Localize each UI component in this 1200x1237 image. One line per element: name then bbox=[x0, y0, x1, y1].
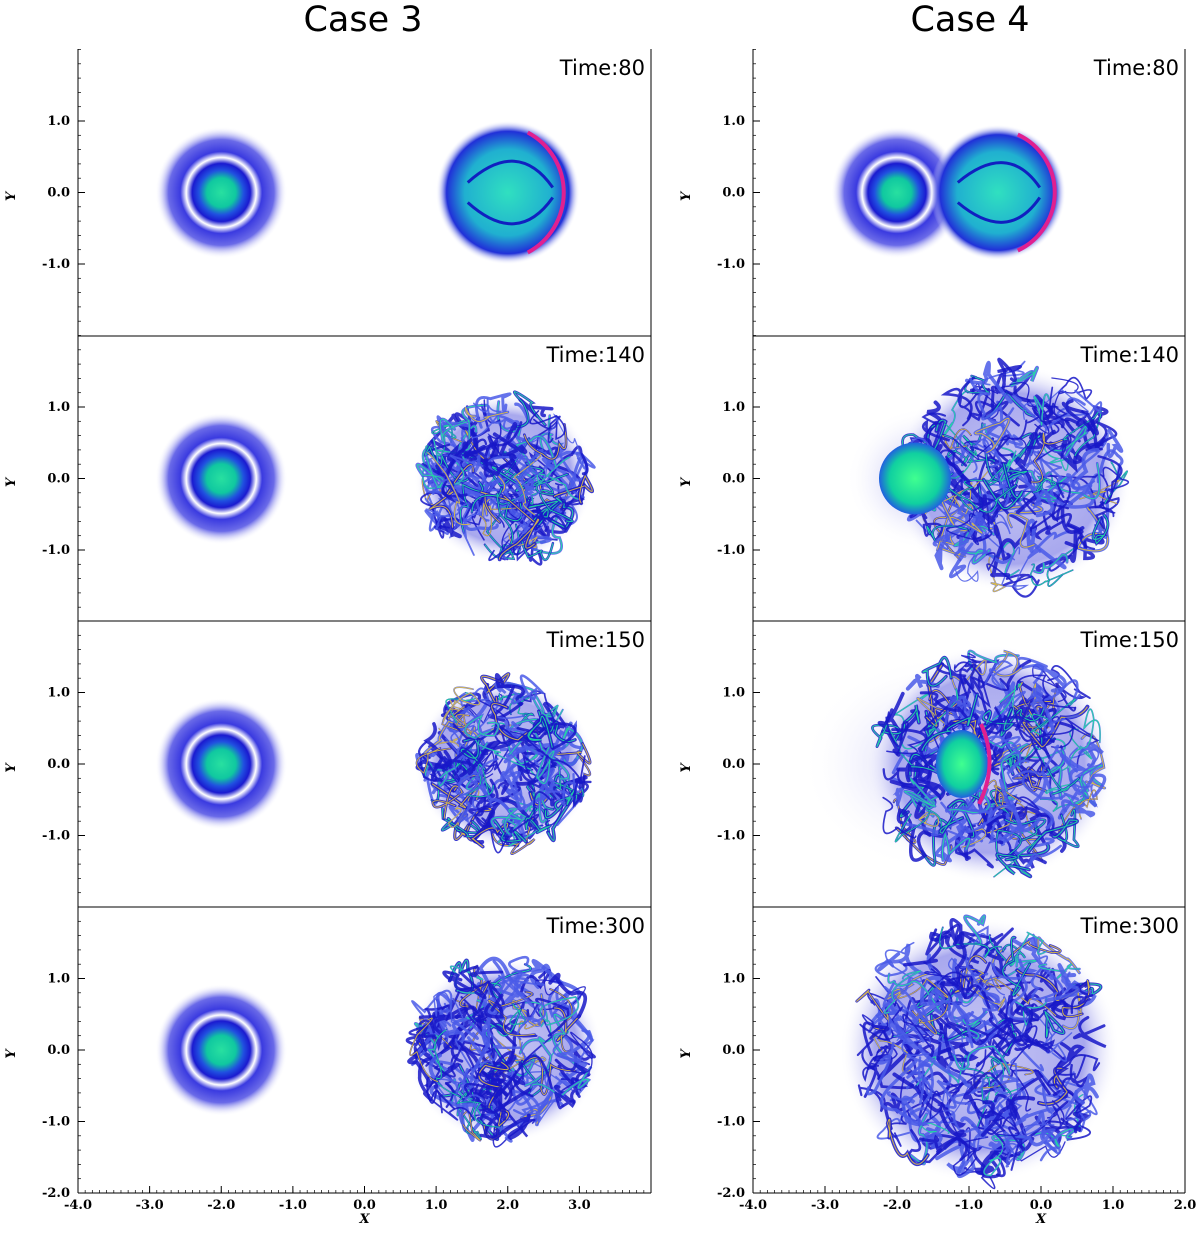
y-tick-label: 1.0 bbox=[47, 686, 70, 701]
case4-t300-panel bbox=[839, 914, 1120, 1190]
y-axis-label: Y bbox=[679, 762, 694, 773]
y-axis-label: Y bbox=[679, 190, 694, 201]
y-axis-label: Y bbox=[679, 1048, 694, 1059]
case4-t140-panel bbox=[845, 357, 1133, 598]
x-tick-label: -4.0 bbox=[64, 1198, 92, 1213]
y-tick-label: 1.0 bbox=[722, 686, 745, 701]
turbulent-cloud bbox=[414, 672, 595, 855]
x-tick-label: 0.0 bbox=[353, 1198, 376, 1213]
case4-t140-static-core bbox=[879, 442, 951, 515]
y-tick-label: 0.0 bbox=[722, 757, 745, 772]
case4-t80-shocked-cloud bbox=[929, 124, 1066, 261]
y-tick-label: 1.0 bbox=[722, 114, 745, 129]
case3-t140-panel bbox=[155, 390, 596, 566]
case4-t80-panel bbox=[831, 124, 1066, 261]
x-tick-label: 2.0 bbox=[1174, 1198, 1197, 1213]
y-tick-label: -1.0 bbox=[42, 543, 70, 558]
case3-t140-static-cloud bbox=[155, 412, 288, 545]
x-tick-label: -1.0 bbox=[955, 1198, 983, 1213]
case4-t150-panel bbox=[800, 645, 1116, 883]
x-tick-label: -3.0 bbox=[811, 1198, 839, 1213]
case3-t150-static-cloud bbox=[155, 698, 288, 830]
y-tick-label: -1.0 bbox=[42, 257, 70, 272]
case3-t150-time-label: Time:150 bbox=[545, 628, 645, 652]
case4-t150-compressed-core bbox=[935, 730, 988, 798]
x-tick-label: -1.0 bbox=[279, 1198, 307, 1213]
x-tick-label: 0.0 bbox=[1030, 1198, 1053, 1213]
case4-title: Case 4 bbox=[910, 0, 1030, 40]
y-tick-label: 0.0 bbox=[47, 757, 70, 772]
x-tick-label: -2.0 bbox=[207, 1198, 235, 1213]
x-tick-label: 3.0 bbox=[568, 1198, 591, 1213]
x-tick-label: 2.0 bbox=[496, 1198, 519, 1213]
x-tick-label: -2.0 bbox=[883, 1198, 911, 1213]
case4-t300-time-label: Time:300 bbox=[1079, 914, 1179, 938]
y-tick-label: 0.0 bbox=[47, 472, 70, 487]
case3-t80-shocked-cloud bbox=[435, 120, 580, 265]
y-tick-label: 0.0 bbox=[47, 1043, 70, 1058]
y-tick-label: -1.0 bbox=[42, 1115, 70, 1130]
y-tick-label-bottom: -2.0 bbox=[42, 1186, 70, 1201]
y-tick-label: 0.0 bbox=[722, 472, 745, 487]
case3-t80-time-label: Time:80 bbox=[559, 56, 645, 80]
y-tick-label: 1.0 bbox=[47, 114, 70, 129]
case3-t300-panel bbox=[155, 955, 603, 1148]
y-axis-label: Y bbox=[4, 190, 19, 201]
y-tick-label-bottom: -2.0 bbox=[717, 1186, 745, 1201]
turbulent-cloud bbox=[414, 390, 596, 566]
y-tick-label: -1.0 bbox=[717, 543, 745, 558]
y-tick-label: 1.0 bbox=[47, 972, 70, 987]
case4-t80-static-cloud bbox=[831, 126, 963, 259]
case3-t80-panel bbox=[155, 120, 580, 265]
y-tick-label: 0.0 bbox=[722, 1043, 745, 1058]
y-tick-label: -1.0 bbox=[42, 829, 70, 844]
x-axis-label: X bbox=[1035, 1212, 1047, 1227]
x-tick-label: -3.0 bbox=[136, 1198, 164, 1213]
case4-t150-time-label: Time:150 bbox=[1079, 628, 1179, 652]
y-axis-label: Y bbox=[4, 1048, 19, 1059]
y-tick-label: 1.0 bbox=[722, 972, 745, 987]
turbulent-cloud bbox=[892, 357, 1133, 598]
case4-t80-time-label: Time:80 bbox=[1093, 56, 1179, 80]
x-axis-label: X bbox=[358, 1212, 370, 1227]
y-tick-label: 1.0 bbox=[722, 400, 745, 415]
turbulent-cloud bbox=[839, 914, 1120, 1190]
y-axis-label: Y bbox=[4, 762, 19, 773]
x-tick-label: 1.0 bbox=[1102, 1198, 1125, 1213]
case4-t140-time-label: Time:140 bbox=[1079, 343, 1179, 367]
case3-title: Case 3 bbox=[303, 0, 423, 40]
case3-t140-time-label: Time:140 bbox=[545, 343, 645, 367]
y-tick-label: 1.0 bbox=[47, 400, 70, 415]
case3-t300-time-label: Time:300 bbox=[545, 914, 645, 938]
y-tick-label: 0.0 bbox=[47, 186, 70, 201]
x-tick-label: -4.0 bbox=[739, 1198, 767, 1213]
case3-t300-static-cloud bbox=[155, 984, 288, 1116]
y-tick-label: -1.0 bbox=[717, 829, 745, 844]
case3-t80-static-cloud bbox=[155, 126, 288, 259]
y-tick-label: -1.0 bbox=[717, 1115, 745, 1130]
y-axis-label: Y bbox=[4, 476, 19, 487]
y-axis-label: Y bbox=[679, 476, 694, 487]
turbulent-cloud bbox=[405, 955, 603, 1148]
case3-t150-panel bbox=[155, 672, 595, 855]
y-tick-label: -1.0 bbox=[717, 257, 745, 272]
x-tick-label: 1.0 bbox=[425, 1198, 448, 1213]
y-tick-label: 0.0 bbox=[722, 186, 745, 201]
